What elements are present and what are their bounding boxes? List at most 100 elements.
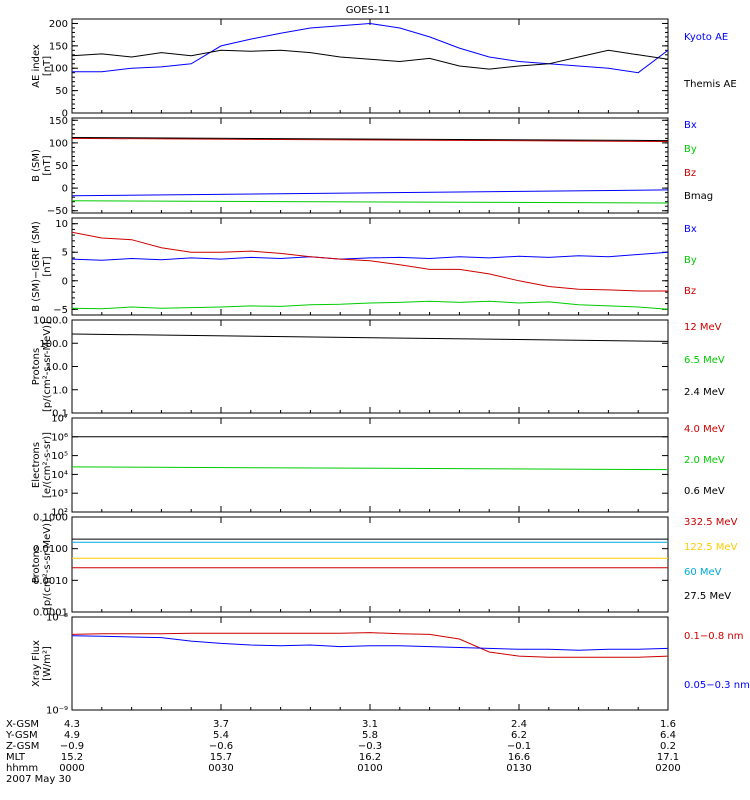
y-axis-label: [e/(cm²-s-sr)]: [42, 432, 53, 498]
panel-p1: 0.1 1.0 10.0 100.0 1000.0 Protons [p/(cm²-s-sr…: [31, 316, 725, 420]
y-tick-label: 0: [62, 184, 68, 195]
y-tick-label: 10: [55, 219, 68, 230]
y-axis-label: Electrons: [31, 442, 42, 488]
x-tick-label: 5.4: [213, 730, 229, 741]
x-row-label: Z-GSM: [6, 741, 39, 752]
x-tick-label: 1.6: [660, 719, 676, 730]
panel-xray: 10⁻⁹ 10⁻⁸ Xray Flux [W/m²] 0.1−0.8 nm 0.05−0.…: [31, 613, 750, 717]
y-tick-label: 1.0: [52, 385, 68, 396]
x-row-label: X-GSM: [6, 719, 39, 730]
legend-entry: 0.05−0.3 nm: [684, 680, 750, 691]
legend-entry: By: [684, 255, 697, 266]
x-tick-label: 15.2: [61, 752, 83, 763]
x-row-label: 2007 May 30: [6, 774, 71, 785]
x-tick-label: 6.2: [511, 730, 527, 741]
y-tick-label: 0.1: [52, 409, 68, 420]
legend-entry: 0.1−0.8 nm: [684, 631, 743, 642]
y-tick-label: 200: [49, 19, 68, 30]
legend-entry: 60 MeV: [684, 567, 722, 578]
y-axis-label: [p/(cm²-s-sr-MeV)]: [42, 519, 53, 610]
legend-entry: Bmag: [684, 191, 713, 202]
series-line-2-4-mev: [72, 333, 668, 342]
x-tick-label: 16.2: [359, 752, 381, 763]
y-tick-label: 0: [62, 276, 68, 287]
x-tick-label: 4.3: [64, 719, 80, 730]
legend-entry: Bz: [684, 286, 696, 297]
y-tick-label: 10.0: [46, 362, 68, 373]
legend-entry: 2.0 MeV: [684, 455, 725, 466]
x-tick-label: 0000: [59, 763, 84, 774]
y-tick-label: 0.0001: [33, 608, 68, 619]
y-tick-label: −50: [47, 206, 68, 217]
y-tick-label: 150: [49, 41, 68, 52]
panel-ae: 0 50 100 150 200 AE index [nT] Kyoto AE Themis A…: [31, 18, 737, 120]
y-axis-label: [nT]: [42, 256, 53, 276]
legend-entry: 332.5 MeV: [684, 517, 738, 528]
y-axis-label: Xray Flux: [31, 640, 42, 687]
y-axis-label: [nT]: [42, 155, 53, 175]
x-tick-label: 2.4: [511, 719, 527, 730]
panel-frame: [71, 516, 669, 613]
y-axis-label: B (SM)−IGRF (SM): [31, 221, 42, 312]
y-tick-label: 10⁶: [51, 432, 68, 443]
panel-p2: 0.0001 0.0010 0.0100 0.1000 Protons [p/(cm²-s…: [31, 513, 738, 619]
legend-entry: 6.5 MeV: [684, 355, 725, 366]
y-axis-label: [W/m²]: [42, 646, 53, 681]
x-tick-label: 17.1: [657, 752, 679, 763]
x-tick-label: −0.1: [507, 741, 531, 752]
y-tick-label: 10⁴: [51, 470, 68, 481]
panel-el: 10² 10³ 10⁴ 10⁵ 10⁶ 10⁷ Electrons [e/(cm²-s-sr)…: [31, 414, 725, 519]
y-tick-label: 150: [49, 116, 68, 127]
x-tick-label: 3.7: [213, 719, 229, 730]
y-tick-label: −5: [53, 305, 68, 316]
y-tick-label: 10⁻⁸: [46, 613, 68, 624]
series-line-0-1-0-8-nm: [72, 632, 668, 658]
series-line-bmag: [72, 137, 668, 142]
legend-entry: Themis AE: [683, 79, 737, 90]
series-line-by: [72, 300, 668, 310]
x-tick-label: −0.6: [209, 741, 233, 752]
y-axis-label: AE index: [31, 44, 42, 88]
y-tick-label: 10³: [51, 489, 68, 500]
series-line-0-05-0-3-nm: [72, 635, 668, 651]
series-line-bx: [72, 251, 668, 261]
y-tick-label: 100.0: [39, 339, 68, 350]
x-tick-label: 4.9: [64, 730, 80, 741]
y-tick-label: 100: [49, 64, 68, 75]
y-tick-label: 5: [62, 248, 68, 259]
series-line-2-0-mev: [72, 466, 668, 471]
x-row-label: Y-GSM: [5, 730, 38, 741]
y-axis-label: Protons: [31, 348, 42, 385]
y-tick-label: 10⁵: [51, 451, 68, 462]
y-tick-label: 50: [55, 161, 68, 172]
series-line-themis-ae: [72, 49, 668, 70]
y-axis-label: [p/(cm²-s-sr-MeV)]: [42, 321, 53, 412]
legend-entry: 4.0 MeV: [684, 424, 725, 435]
x-tick-label: 0130: [506, 763, 531, 774]
panel-frame: [71, 217, 669, 316]
y-axis-label: [nT]: [42, 56, 53, 76]
x-tick-label: 6.4: [660, 730, 676, 741]
x-tick-label: 15.7: [210, 752, 232, 763]
y-tick-label: 0.0100: [33, 544, 68, 555]
x-tick-label: 0.2: [660, 741, 676, 752]
y-tick-label: 1000.0: [33, 316, 68, 327]
legend-entry: 122.5 MeV: [684, 542, 738, 553]
panel-bigrf: −5 0 5 10 B (SM)−IGRF (SM) [nT] Bx By Bz: [31, 217, 697, 316]
panel-frame: [71, 616, 669, 711]
series-line-kyoto-ae: [72, 22, 668, 74]
y-tick-label: 50: [55, 86, 68, 97]
y-tick-label: 100: [49, 138, 68, 149]
legend-entry: Bz: [684, 168, 696, 179]
x-row-label: MLT: [6, 752, 26, 763]
series-line-by: [72, 200, 668, 204]
y-tick-label: 0.1000: [33, 513, 68, 524]
panel-bsm: −50 0 50 100 150 B (SM) [nT] Bx By Bz Bmag: [31, 116, 713, 217]
y-tick-label: 10⁷: [51, 414, 68, 425]
legend-entry: 0.6 MeV: [684, 486, 725, 497]
x-tick-label: 16.6: [508, 752, 530, 763]
y-tick-label: 10⁻⁹: [46, 706, 68, 717]
x-tick-label: 0030: [208, 763, 233, 774]
y-axis-label: Protons: [31, 546, 42, 583]
